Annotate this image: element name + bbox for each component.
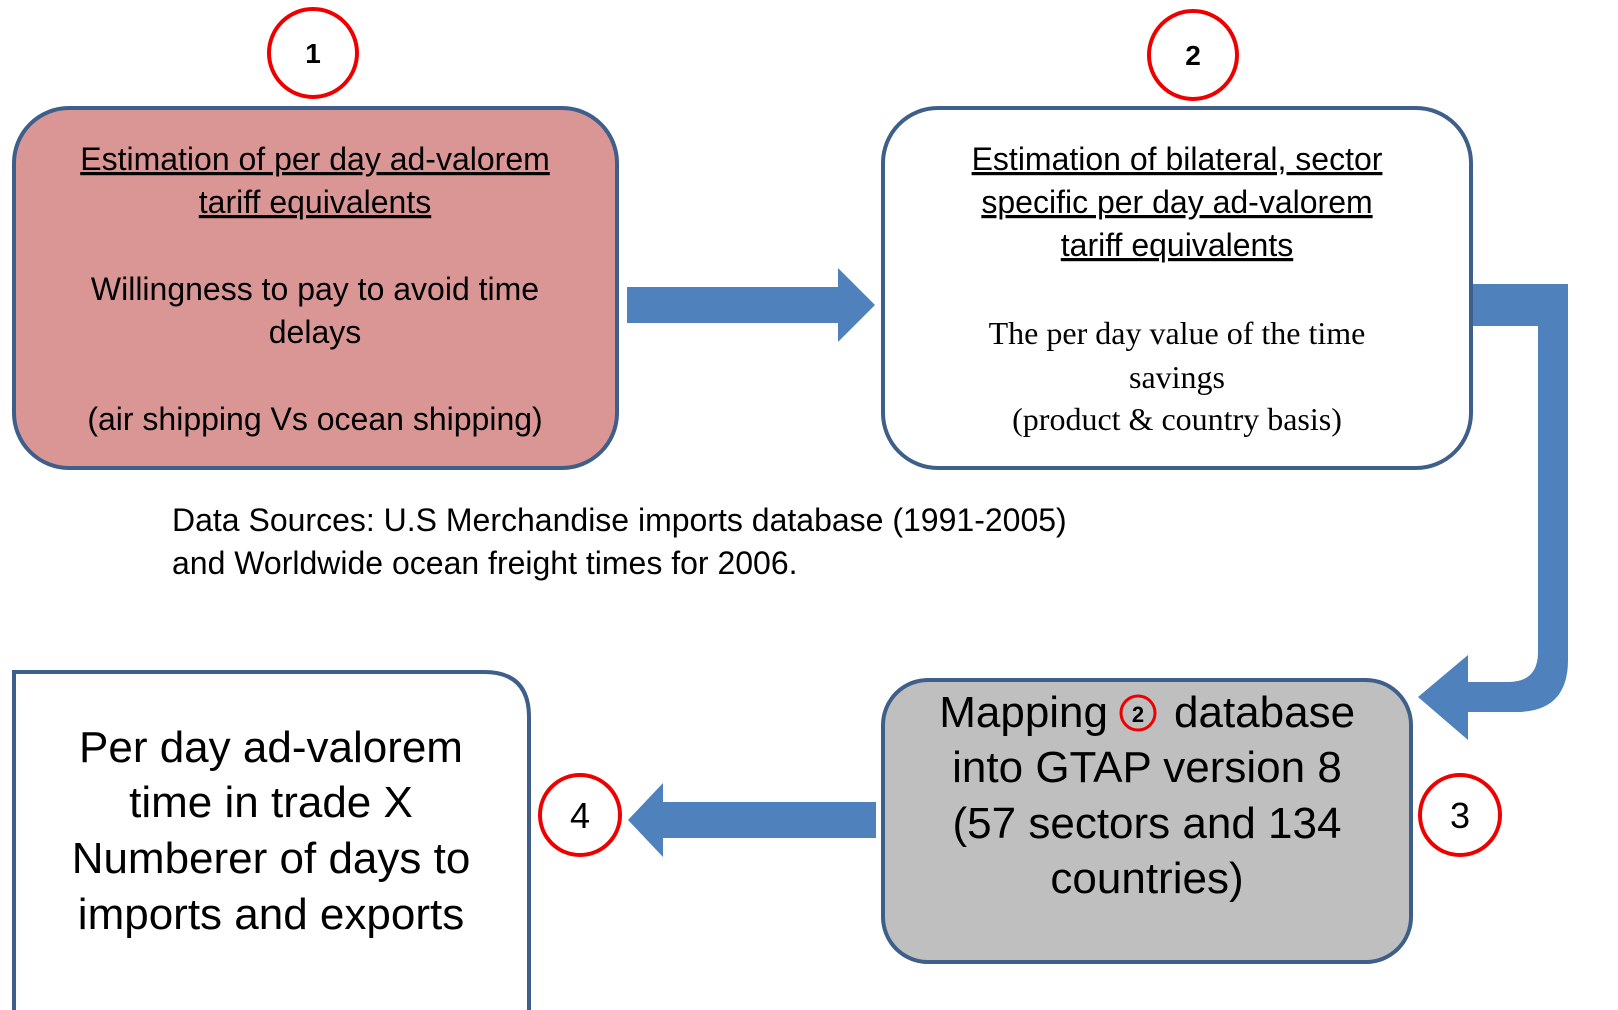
box (881, 106, 1473, 470)
body: delays (269, 314, 362, 350)
arrow-left (628, 783, 876, 857)
heading: tariff equivalents (1061, 227, 1293, 263)
body: Willingness to pay to avoid time (91, 271, 539, 307)
badge-label: 2 (1185, 40, 1201, 71)
badge (267, 7, 359, 99)
arrow-right (627, 268, 875, 342)
badge-label: 4 (570, 795, 590, 836)
badge (538, 773, 622, 857)
heading: Estimation of per day ad-valorem (80, 141, 550, 177)
box (881, 678, 1413, 964)
body: Per day ad-valorem (79, 723, 463, 772)
box (12, 670, 531, 1010)
badge (1147, 9, 1239, 101)
body: database (1174, 688, 1355, 737)
body: (air shipping Vs ocean shipping) (87, 401, 542, 437)
badge-label: 1 (305, 38, 321, 69)
note: Data Sources: U.S Merchandise imports da… (172, 502, 1067, 538)
note: and Worldwide ocean freight times for 20… (172, 545, 798, 581)
inline-badge (1119, 694, 1157, 732)
badge-label: 3 (1450, 795, 1470, 836)
body: Numberer of days to (72, 834, 471, 883)
body: Mapping (939, 688, 1108, 737)
box (12, 106, 619, 470)
arrow-bend (1418, 284, 1568, 740)
body: savings (1129, 359, 1225, 395)
body: The per day value of the time (989, 315, 1366, 351)
badge (1418, 773, 1502, 857)
body: into GTAP version 8 (952, 743, 1342, 792)
body: imports and exports (78, 890, 464, 939)
inline-badge-label: 2 (1132, 702, 1144, 727)
body: countries) (1050, 854, 1243, 903)
body: time in trade X (129, 778, 413, 827)
heading: specific per day ad-valorem (981, 184, 1372, 220)
heading: Estimation of bilateral, sector (972, 141, 1383, 177)
body: (57 sectors and 134 (953, 799, 1342, 848)
body: (product & country basis) (1012, 401, 1342, 437)
heading: tariff equivalents (199, 184, 431, 220)
